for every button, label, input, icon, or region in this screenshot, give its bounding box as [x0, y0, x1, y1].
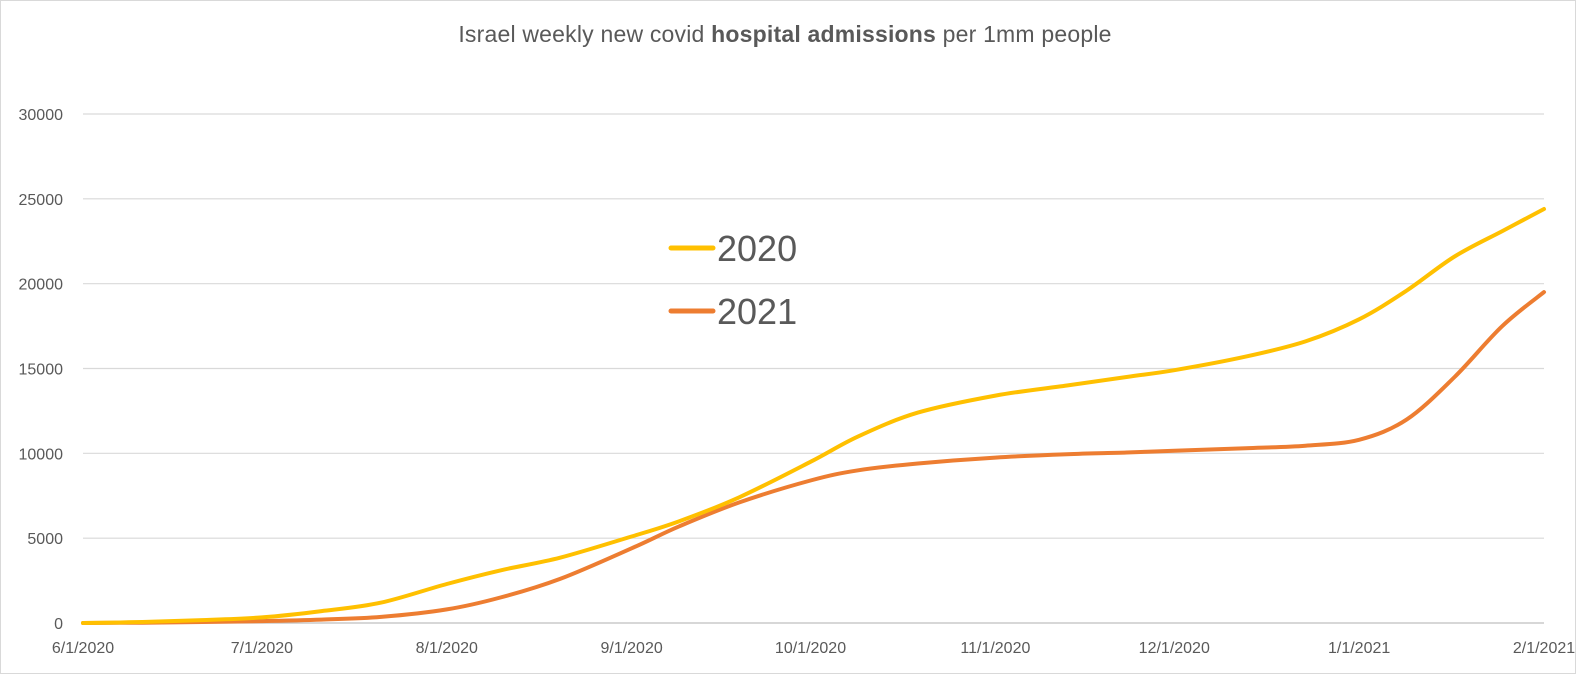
- x-tick-label: 9/1/2020: [600, 640, 662, 657]
- x-tick-label: 2/1/2021: [1513, 640, 1575, 657]
- y-tick-label: 0: [54, 616, 63, 633]
- legend-label-2021: 2021: [717, 291, 797, 332]
- y-tick-label: 20000: [19, 277, 64, 294]
- series-line-2021: [81, 290, 1546, 625]
- x-tick-label: 10/1/2020: [775, 640, 846, 657]
- chart-title: Israel weekly new covid hospital admissi…: [1, 21, 1569, 48]
- legend-label-2020: 2020: [717, 228, 797, 269]
- y-tick-label: 5000: [27, 531, 63, 548]
- x-tick-label: 11/1/2020: [960, 640, 1030, 657]
- x-tick-label: 12/1/2020: [1139, 640, 1210, 657]
- x-tick-label: 8/1/2020: [416, 640, 478, 657]
- y-tick-label: 30000: [19, 107, 64, 124]
- chart-title-prefix: Israel weekly new covid: [458, 21, 712, 47]
- x-tick-label: 1/1/2021: [1328, 640, 1390, 657]
- chart-title-bold: hospital admissions: [711, 21, 937, 47]
- y-tick-label: 25000: [19, 192, 64, 209]
- x-tick-label: 7/1/2020: [231, 640, 293, 657]
- x-tick-label: 6/1/2020: [52, 640, 114, 657]
- chart-title-suffix: per 1mm people: [936, 21, 1112, 47]
- y-tick-label: 15000: [19, 362, 64, 379]
- y-tick-label: 10000: [19, 446, 64, 463]
- series-line-2020: [81, 207, 1546, 625]
